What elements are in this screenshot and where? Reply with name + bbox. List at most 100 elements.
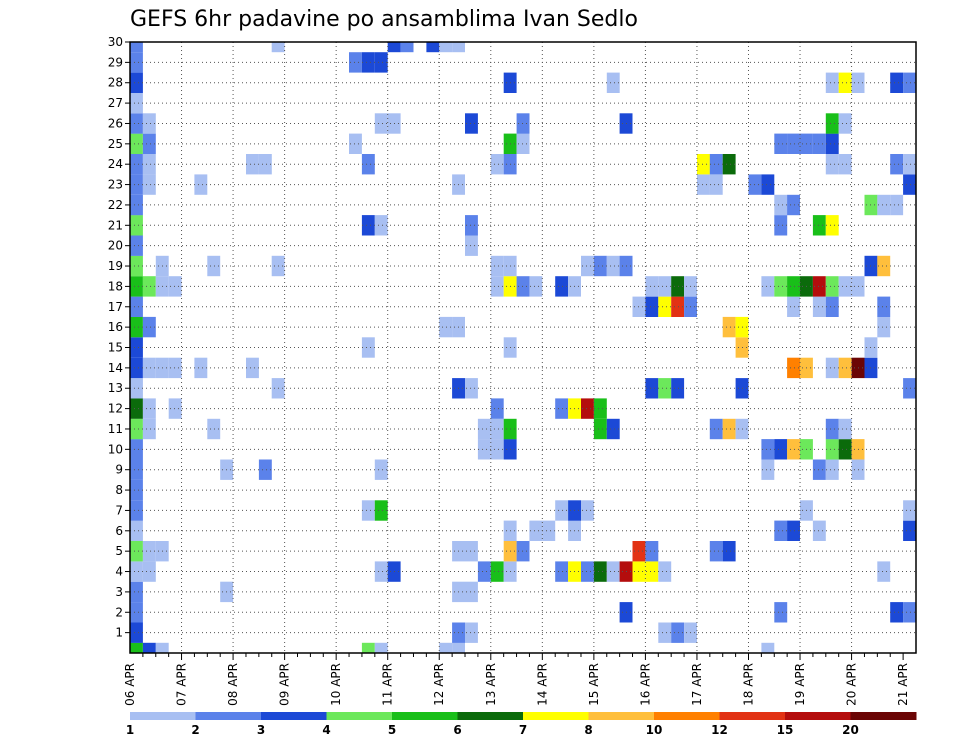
precip-cell	[645, 296, 659, 317]
precip-cell	[787, 133, 800, 154]
precip-cell	[361, 500, 375, 521]
y-tick-label: 13	[108, 381, 123, 395]
precip-cell	[374, 459, 388, 480]
precip-cell	[207, 418, 221, 440]
colorbar-swatch	[326, 712, 393, 720]
y-tick-label: 21	[108, 218, 123, 232]
precip-cell	[490, 561, 504, 582]
y-tick-label: 29	[108, 55, 123, 69]
precip-cell	[825, 154, 839, 175]
colorbar-swatch	[392, 712, 458, 720]
precip-cell	[709, 174, 723, 195]
precip-cell	[130, 255, 143, 277]
precip-cell	[516, 541, 530, 562]
y-tick-label: 11	[108, 422, 123, 436]
y-tick-label: 4	[115, 565, 123, 579]
precip-cell	[439, 42, 453, 53]
precip-cell	[555, 500, 569, 521]
axes: 1234567891011121314151617181920212223242…	[108, 35, 917, 706]
precip-cell	[825, 418, 839, 440]
precip-cell	[130, 418, 143, 440]
y-tick-label: 15	[108, 341, 123, 355]
x-tick-label: 19 APR	[793, 663, 807, 706]
precip-cell	[877, 296, 891, 317]
x-tick-label: 08 APR	[226, 663, 240, 706]
y-tick-label: 16	[108, 320, 123, 334]
colorbar-swatch	[654, 712, 720, 720]
precip-cell	[555, 398, 569, 419]
precip-cell	[168, 357, 182, 379]
precip-cell	[774, 439, 788, 460]
precip-cell	[658, 296, 672, 317]
precip-cell	[774, 215, 788, 236]
precip-cell	[142, 357, 156, 379]
precip-cell	[529, 520, 543, 541]
precip-cell	[400, 42, 414, 53]
precip-cell	[349, 52, 362, 73]
precip-cell	[787, 357, 800, 379]
precip-cell	[877, 561, 891, 582]
precip-cell	[130, 561, 143, 582]
colorbar-label: 5	[388, 723, 396, 737]
precip-cell	[722, 316, 736, 338]
y-tick-label: 30	[108, 35, 123, 49]
precip-cell	[812, 459, 826, 480]
precip-cell	[465, 378, 478, 399]
precip-cell	[890, 194, 904, 216]
precip-cell	[130, 459, 143, 480]
y-tick-label: 8	[115, 483, 123, 497]
precip-cell	[658, 276, 672, 297]
precip-cell	[645, 561, 659, 582]
x-tick-label: 15 APR	[587, 663, 601, 706]
precip-cell	[465, 622, 478, 643]
y-tick-label: 1	[115, 626, 123, 640]
x-tick-label: 06 APR	[123, 663, 137, 706]
precip-cell	[142, 541, 156, 562]
precip-cell	[581, 255, 594, 277]
precip-cell	[130, 602, 143, 623]
colorbar-label: 1	[126, 723, 134, 737]
precip-cell	[374, 561, 388, 582]
precip-cell	[593, 398, 607, 419]
y-tick-label: 7	[115, 503, 123, 517]
precip-cell	[194, 174, 208, 195]
precip-cell	[581, 500, 594, 521]
precip-cell	[825, 357, 839, 379]
precip-cell	[465, 215, 478, 236]
x-tick-label: 20 APR	[845, 663, 859, 706]
colorbar-swatch	[588, 712, 655, 720]
precip-cell	[490, 418, 504, 440]
precip-cell	[555, 276, 569, 297]
precip-cell	[774, 276, 788, 297]
precip-cell	[142, 642, 156, 653]
precip-cell	[361, 154, 375, 175]
colorbar-label: 6	[453, 723, 461, 737]
precip-cell	[697, 174, 710, 195]
x-tick-label: 14 APR	[535, 663, 549, 706]
precip-cell	[722, 154, 736, 175]
precip-cell	[812, 215, 826, 236]
precip-cell	[606, 418, 620, 440]
precip-cell	[812, 133, 826, 154]
precip-cell	[903, 602, 916, 623]
precip-cell	[361, 642, 375, 653]
precip-cell	[722, 541, 736, 562]
precip-cell	[825, 439, 839, 460]
precip-cell	[593, 561, 607, 582]
precip-cell	[555, 561, 569, 582]
precip-cell	[490, 154, 504, 175]
y-tick-label: 5	[115, 544, 123, 558]
colorbar-label: 2	[191, 723, 199, 737]
precip-cell	[903, 520, 916, 541]
colorbar-label: 20	[842, 723, 859, 737]
precip-cell	[130, 42, 143, 53]
precip-cell	[671, 276, 685, 297]
precip-cell	[142, 133, 156, 154]
precip-cell	[349, 133, 362, 154]
precip-cell	[812, 296, 826, 317]
precip-cell	[787, 194, 800, 216]
precip-cell	[130, 194, 143, 216]
colorbar-swatch	[785, 712, 851, 720]
precip-cell	[130, 113, 143, 134]
